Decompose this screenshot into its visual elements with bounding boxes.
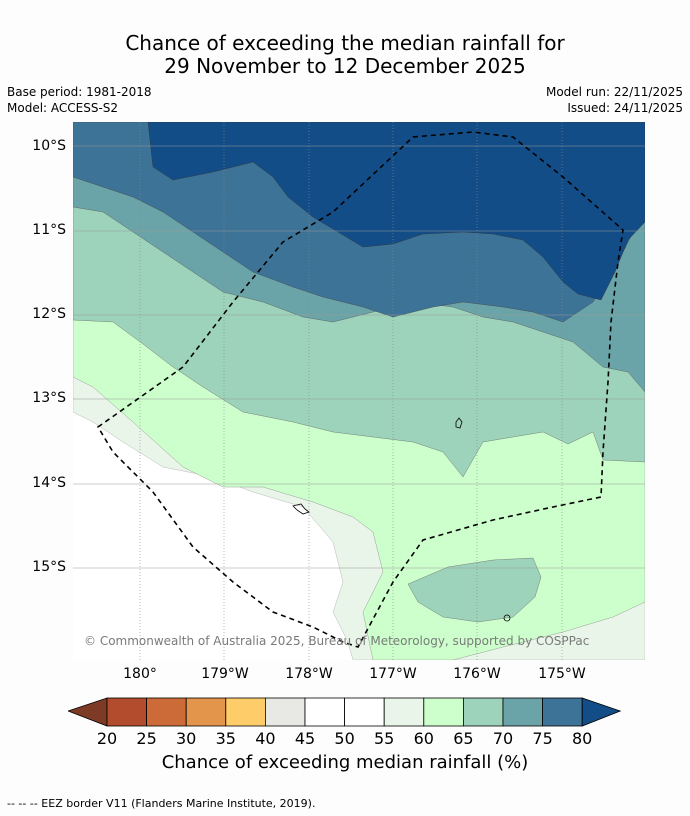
colorbar-cell	[344, 697, 385, 727]
issued-date: Issued: 24/11/2025	[567, 101, 683, 115]
colorbar-cell	[502, 697, 543, 727]
colorbar-extend-low	[68, 697, 108, 727]
island-outline-icon	[292, 503, 310, 515]
lat-label: 10°S	[32, 138, 66, 154]
lon-label: 179°W	[201, 666, 249, 682]
colorbar-tick-label: 40	[255, 729, 276, 748]
colorbar-cell	[106, 697, 147, 727]
colorbar-cell	[146, 697, 187, 727]
contour-70-75-patch	[407, 557, 542, 623]
lon-label: 176°W	[453, 666, 501, 682]
colorbar-tick-label: 60	[413, 729, 434, 748]
colorbar-cell	[423, 697, 464, 727]
eez-border	[96, 131, 624, 648]
base-period: Base period: 1981-2018	[7, 85, 152, 99]
lat-label: 13°S	[32, 390, 66, 406]
island-outline-icon	[503, 614, 511, 622]
lon-label: 180°	[123, 666, 157, 682]
title-line-2: 29 November to 12 December 2025	[164, 54, 526, 78]
colorbar-tick-label: 65	[453, 729, 474, 748]
colorbar-tick-label: 75	[532, 729, 553, 748]
latitude-lines	[73, 145, 645, 569]
model-name: Model: ACCESS-S2	[7, 101, 119, 115]
colorbar-tick-label: 35	[215, 729, 236, 748]
colorbar-tick-label: 30	[176, 729, 197, 748]
title-line-1: Chance of exceeding the median rainfall …	[125, 31, 565, 55]
lon-label: 175°W	[538, 666, 586, 682]
lat-label: 14°S	[32, 475, 66, 491]
colorbar-cell	[383, 697, 425, 727]
colorbar-cell	[225, 697, 266, 727]
colorbar-extend-high	[581, 697, 622, 727]
rainfall-probability-map	[73, 122, 645, 660]
island-outline-icon	[455, 417, 463, 429]
colorbar-tick-label: 55	[374, 729, 395, 748]
copyright-notice: © Commonwealth of Australia 2025, Bureau…	[84, 634, 590, 648]
lon-label: 177°W	[369, 666, 417, 682]
colorbar-cell	[264, 697, 306, 727]
colorbar-title: Chance of exceeding median rainfall (%)	[161, 752, 529, 773]
colorbar	[68, 697, 622, 727]
lat-label: 15°S	[32, 559, 66, 575]
colorbar-tick-label: 20	[96, 729, 118, 748]
colorbar-tick-label: 80	[572, 729, 593, 748]
colorbar-tick-label: 50	[334, 729, 355, 748]
eez-legend-note: -- -- -- EEZ border V11 (Flanders Marine…	[7, 797, 316, 810]
colorbar-cell	[462, 697, 504, 727]
colorbar-tick-label: 70	[492, 729, 514, 748]
colorbar-cell	[185, 697, 227, 727]
colorbar-cell	[304, 697, 345, 727]
contour-deep	[147, 122, 645, 301]
colorbar-cell	[542, 697, 583, 727]
lat-label: 11°S	[32, 222, 66, 238]
colorbar-tick-label: 25	[136, 729, 157, 748]
model-run: Model run: 22/11/2025	[545, 85, 683, 99]
lat-label: 12°S	[32, 306, 66, 322]
lon-label: 178°W	[285, 666, 333, 682]
colorbar-tick-label: 45	[294, 729, 316, 748]
